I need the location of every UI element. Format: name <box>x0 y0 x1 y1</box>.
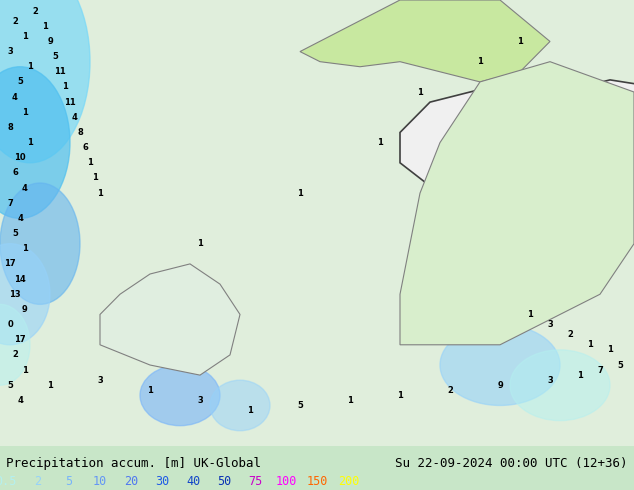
Text: 3: 3 <box>7 47 13 56</box>
Text: 75: 75 <box>248 475 262 488</box>
Text: 3: 3 <box>547 376 553 385</box>
Text: 2: 2 <box>12 17 18 26</box>
Text: 4: 4 <box>72 113 78 122</box>
Ellipse shape <box>140 365 220 426</box>
Text: 4: 4 <box>17 214 23 223</box>
Text: 1: 1 <box>27 62 33 71</box>
Polygon shape <box>300 0 550 82</box>
Text: 200: 200 <box>338 475 359 488</box>
Text: 2: 2 <box>447 386 453 395</box>
Ellipse shape <box>210 380 270 431</box>
Text: 1: 1 <box>22 32 28 41</box>
Text: 5: 5 <box>297 401 303 410</box>
Text: 8: 8 <box>77 128 83 137</box>
Text: 1: 1 <box>577 370 583 380</box>
Text: 0.5: 0.5 <box>0 475 17 488</box>
Text: 3: 3 <box>547 320 553 329</box>
Ellipse shape <box>510 350 610 420</box>
Text: 11: 11 <box>54 67 66 76</box>
Text: Precipitation accum. [m] UK-Global: Precipitation accum. [m] UK-Global <box>6 457 261 470</box>
Text: Su 22-09-2024 00:00 UTC (12+36): Su 22-09-2024 00:00 UTC (12+36) <box>395 457 628 470</box>
Text: 1: 1 <box>47 381 53 390</box>
Text: 1: 1 <box>147 386 153 395</box>
Text: 150: 150 <box>307 475 328 488</box>
Text: 5: 5 <box>617 361 623 369</box>
Text: 50: 50 <box>217 475 231 488</box>
Text: 1: 1 <box>92 173 98 182</box>
Text: 1: 1 <box>197 239 203 248</box>
Polygon shape <box>400 80 634 232</box>
Text: 1: 1 <box>477 57 483 66</box>
Text: 9: 9 <box>497 381 503 390</box>
Text: 1: 1 <box>517 37 523 46</box>
Ellipse shape <box>0 183 80 304</box>
Text: 5: 5 <box>12 229 18 238</box>
Text: 1: 1 <box>347 396 353 405</box>
Text: 1: 1 <box>42 22 48 31</box>
Text: 9: 9 <box>22 305 28 314</box>
Ellipse shape <box>0 67 70 219</box>
Text: 9: 9 <box>47 37 53 46</box>
Text: 1: 1 <box>417 88 423 97</box>
Text: 1: 1 <box>27 138 33 147</box>
Text: 5: 5 <box>7 381 13 390</box>
Ellipse shape <box>440 324 560 405</box>
Text: 1: 1 <box>397 391 403 400</box>
Text: 100: 100 <box>276 475 297 488</box>
Text: 30: 30 <box>155 475 169 488</box>
Text: 1: 1 <box>87 158 93 167</box>
Text: 4: 4 <box>17 396 23 405</box>
Text: 17: 17 <box>4 259 16 269</box>
Text: 2: 2 <box>12 350 18 359</box>
Text: 3: 3 <box>97 376 103 385</box>
Text: 2: 2 <box>32 7 38 16</box>
Text: 10: 10 <box>14 153 26 162</box>
Text: 14: 14 <box>14 274 26 284</box>
Text: 1: 1 <box>22 244 28 253</box>
Ellipse shape <box>0 244 50 345</box>
Text: 1: 1 <box>587 340 593 349</box>
Text: 6: 6 <box>12 169 18 177</box>
Text: 17: 17 <box>14 335 26 344</box>
Text: 1: 1 <box>97 189 103 197</box>
Text: 2: 2 <box>34 475 41 488</box>
Text: 1: 1 <box>22 108 28 117</box>
Text: 10: 10 <box>93 475 107 488</box>
Polygon shape <box>400 62 634 345</box>
Text: 40: 40 <box>186 475 200 488</box>
Text: 1: 1 <box>377 138 383 147</box>
Ellipse shape <box>0 304 30 385</box>
Ellipse shape <box>0 0 90 163</box>
Text: 1: 1 <box>247 406 253 415</box>
Text: 6: 6 <box>82 143 88 152</box>
Text: 13: 13 <box>9 290 21 299</box>
Text: 4: 4 <box>22 184 28 193</box>
Text: 0: 0 <box>7 320 13 329</box>
Text: 8: 8 <box>7 123 13 132</box>
Text: 3: 3 <box>197 396 203 405</box>
Text: 20: 20 <box>124 475 138 488</box>
Text: 1: 1 <box>607 345 613 354</box>
Text: 11: 11 <box>64 98 76 107</box>
Text: 2: 2 <box>567 330 573 339</box>
Text: 1: 1 <box>62 82 68 92</box>
Text: 7: 7 <box>7 199 13 208</box>
Text: 1: 1 <box>297 189 303 197</box>
Text: 5: 5 <box>52 52 58 61</box>
Text: 1: 1 <box>22 366 28 374</box>
Text: 5: 5 <box>65 475 72 488</box>
Text: 5: 5 <box>17 77 23 86</box>
Text: 7: 7 <box>597 366 603 374</box>
Text: 1: 1 <box>527 310 533 319</box>
Text: 4: 4 <box>12 93 18 101</box>
Polygon shape <box>100 264 240 375</box>
